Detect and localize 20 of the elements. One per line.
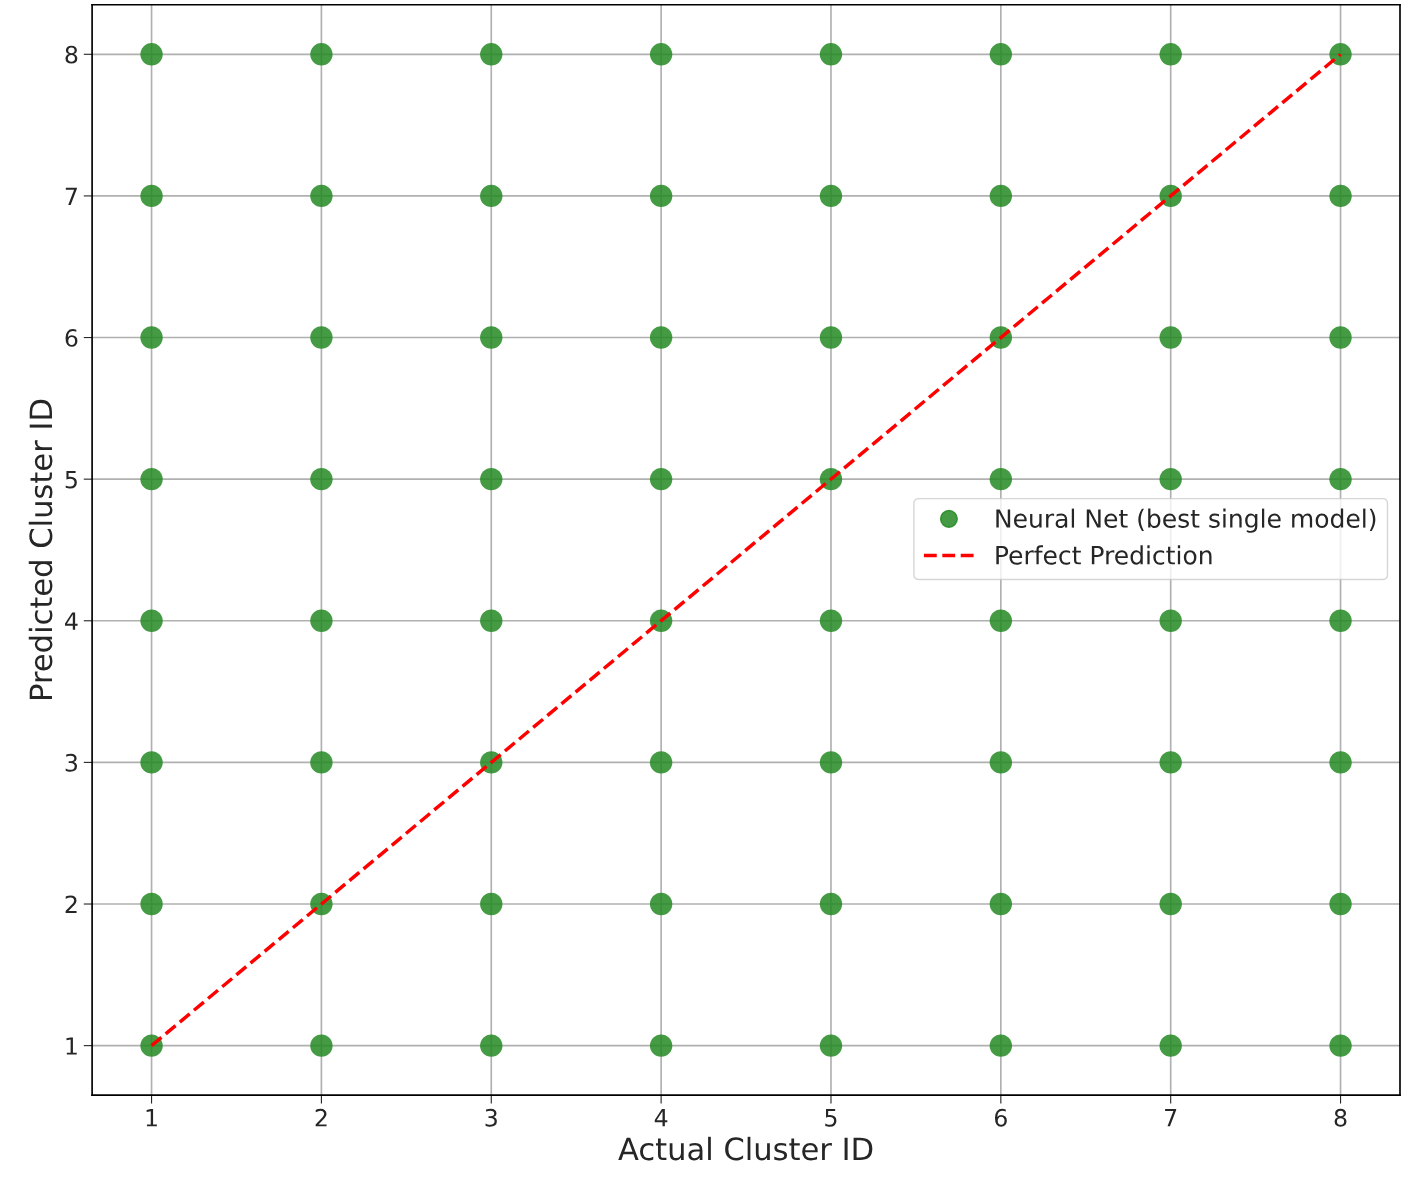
y-tick-label: 4 <box>65 612 78 630</box>
y-tick-label: 3 <box>65 753 78 772</box>
x-tick-label: 4 <box>654 1109 668 1127</box>
x-tick-label: 8 <box>1334 1108 1347 1127</box>
y-tick-label: 6 <box>65 328 78 347</box>
x-tick-label: 5 <box>825 1109 837 1127</box>
x-tick-label: 7 <box>1165 1109 1177 1127</box>
x-tick-label: 3 <box>485 1108 497 1127</box>
x-tick-label: 1 <box>146 1109 157 1127</box>
x-axis-title: Actual Cluster ID <box>618 1136 873 1161</box>
legend-label: Neural Net (best single model) <box>996 508 1376 533</box>
y-axis-title: Predicted Cluster ID <box>28 399 53 699</box>
y-tick-label: 7 <box>65 187 77 205</box>
y-tick-label: 8 <box>65 45 78 64</box>
y-tick-label: 2 <box>65 895 77 913</box>
y-tick-label: 5 <box>65 470 77 489</box>
x-tick-label: 6 <box>994 1108 1007 1127</box>
legend-label: Perfect Prediction <box>996 545 1212 565</box>
x-tick-label: 2 <box>315 1108 327 1127</box>
y-tick-label: 1 <box>66 1037 77 1055</box>
